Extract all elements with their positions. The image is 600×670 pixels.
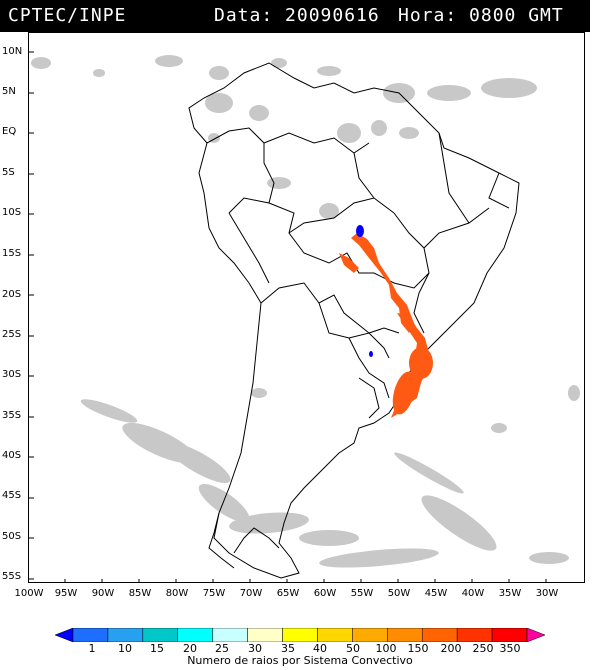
lon-label-65w: 65W [276,588,300,599]
lon-label-50w: 50W [387,588,411,599]
org-label: CPTEC/INPE [8,5,127,26]
cb-label-1: 1 [88,642,96,655]
colorbar-segment [177,628,213,642]
colorbar-title: Numero de raios por Sistema Convectivo [187,654,413,667]
lon-label-90w: 90W [91,588,115,599]
lat-label-50s: 50S [2,531,22,542]
hour-label: Hora: 0800 GMT [398,5,564,26]
cb-label-40: 40 [313,642,327,655]
lat-label-10s: 10S [2,207,22,218]
lat-label-40s: 40S [2,450,22,461]
map-frame [28,32,585,583]
lon-label-95w: 95W [54,588,78,599]
lon-label-80w: 80W [165,588,189,599]
colorbar-segment [526,628,545,642]
lat-label-25s: 25S [2,329,22,340]
colorbar-segment [107,628,144,642]
lon-label-75w: 75W [202,588,226,599]
lon-label-70w: 70W [239,588,263,599]
cb-label-150: 150 [407,642,429,655]
colorbar-segment [317,628,353,642]
title-bar: CPTEC/INPE Data: 20090616 Hora: 0800 GMT [0,0,590,32]
cloud-cover [31,55,580,568]
coastline-borders [188,62,520,579]
cb-label-35: 35 [281,642,295,655]
colorbar-segment [491,628,528,642]
colorbar-segment [72,628,109,642]
lat-label-55s: 55S [2,571,22,582]
lat-label-15s: 15S [2,248,22,259]
colorbar-segment [142,628,179,642]
cb-label-10: 10 [118,642,132,655]
colorbar-segment [247,628,283,642]
lightning-low-activity [356,225,373,357]
colorbar-segment [282,628,318,642]
lat-label-45s: 45S [2,490,22,501]
colorbar-segment [55,628,74,642]
lon-label-85w: 85W [128,588,152,599]
cb-label-100: 100 [375,642,397,655]
cb-label-250: 250 [472,642,494,655]
cb-label-20: 20 [183,642,197,655]
lon-label-45w: 45W [424,588,448,599]
lightning-high-activity [339,233,433,418]
lat-label-5n: 5N [2,86,16,97]
colorbar [55,628,545,642]
lat-label-10n: 10N [2,46,23,57]
cb-label-15: 15 [150,642,164,655]
lon-label-55w: 55W [350,588,374,599]
map-canvas [29,51,580,582]
colorbar-segment [352,628,388,642]
lat-label-20s: 20S [2,289,22,300]
cb-label-350: 350 [499,642,521,655]
cb-label-25: 25 [215,642,229,655]
colorbar-segment [212,628,248,642]
lon-label-100w: 100W [14,588,44,599]
lon-label-30w: 30W [535,588,559,599]
lat-label-35s: 35S [2,410,22,421]
date-label: Data: 20090616 [214,5,380,26]
lon-label-60w: 60W [313,588,337,599]
cb-label-30: 30 [248,642,262,655]
colorbar-segment [456,628,493,642]
axis-ticks [29,51,547,582]
cb-label-200: 200 [440,642,462,655]
lat-label-5s: 5S [2,167,15,178]
cb-label-50: 50 [346,642,360,655]
lat-label-30s: 30S [2,369,22,380]
lon-label-35w: 35W [498,588,522,599]
lon-label-40w: 40W [461,588,485,599]
lat-label-eq: EQ [2,126,17,137]
colorbar-segment [387,628,423,642]
colorbar-segment [421,628,458,642]
